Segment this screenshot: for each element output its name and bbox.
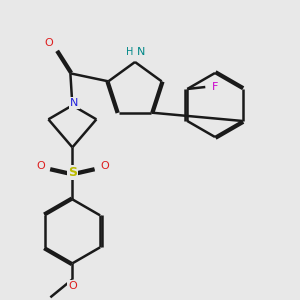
Text: N: N <box>137 47 145 57</box>
Text: N: N <box>70 98 79 108</box>
Text: O: O <box>68 281 77 291</box>
Text: H: H <box>126 47 134 57</box>
Text: S: S <box>68 166 77 179</box>
Text: O: O <box>44 38 53 48</box>
Text: F: F <box>212 82 218 92</box>
Text: O: O <box>100 161 109 171</box>
Text: O: O <box>36 161 45 171</box>
